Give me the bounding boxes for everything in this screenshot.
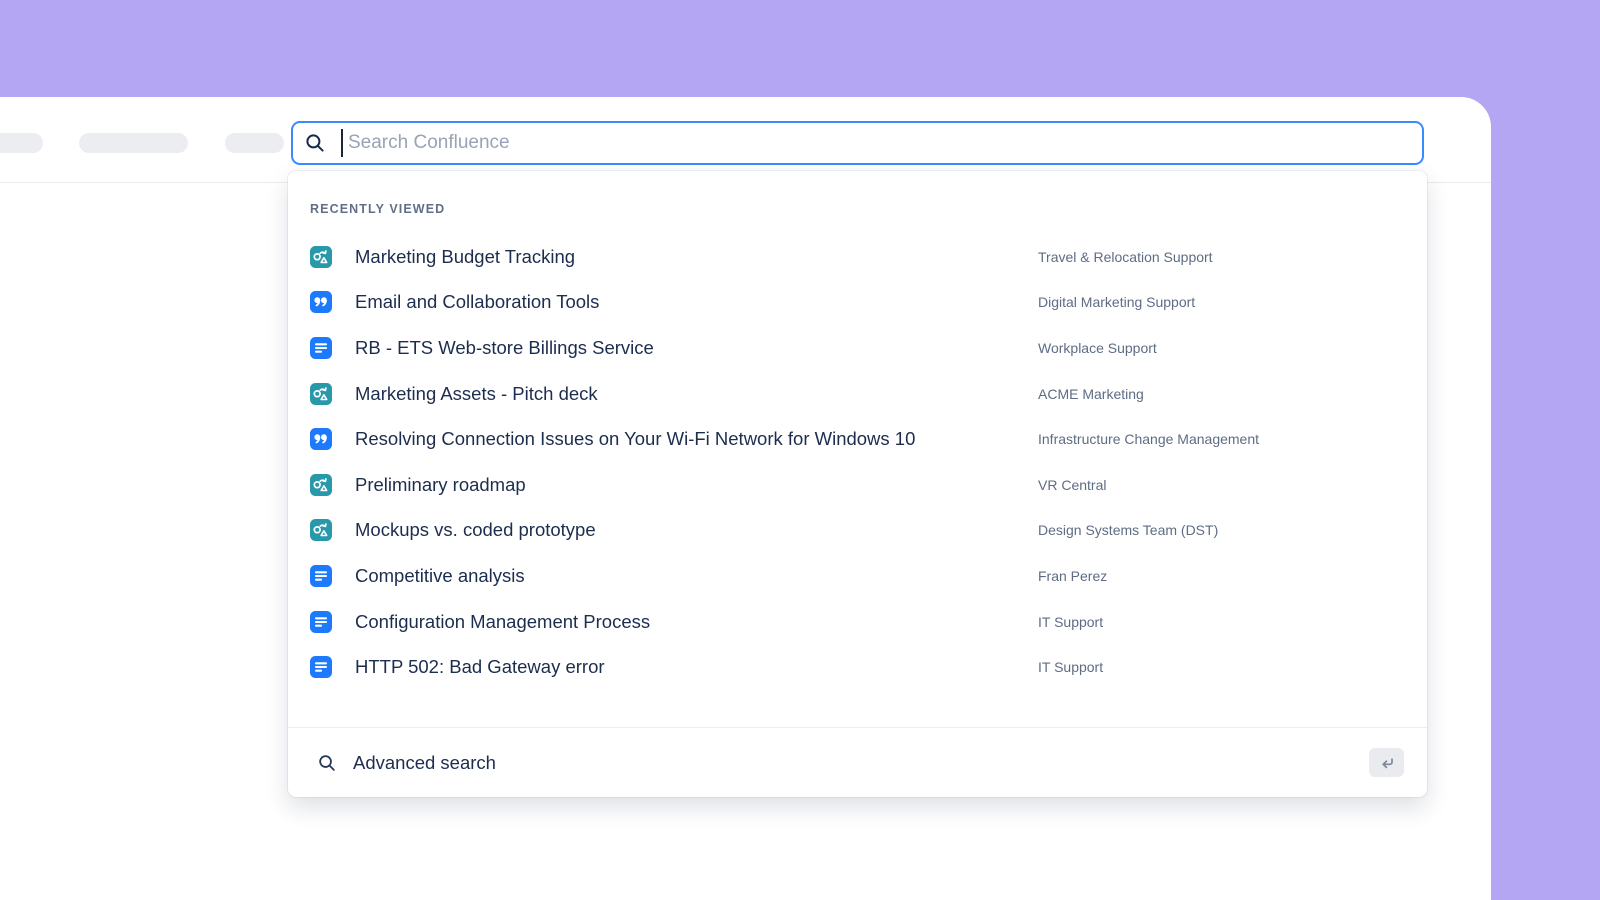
search-result-item[interactable]: Configuration Management Process IT Supp…: [288, 599, 1427, 645]
result-title: Marketing Assets - Pitch deck: [355, 382, 598, 404]
whiteboard-icon: [310, 246, 332, 268]
result-title: RB - ETS Web-store Billings Service: [355, 336, 654, 358]
blog-post-icon: [310, 428, 332, 450]
search-result-item[interactable]: HTTP 502: Bad Gateway error IT Support: [288, 644, 1427, 690]
nav-skeleton-pill: [0, 133, 43, 153]
result-title: Mockups vs. coded prototype: [355, 519, 596, 541]
search-input[interactable]: [346, 131, 1422, 155]
result-space: Design Systems Team (DST): [1038, 522, 1219, 539]
search-result-item[interactable]: Resolving Connection Issues on Your Wi-F…: [288, 416, 1427, 462]
page-icon: [310, 565, 332, 587]
blog-post-icon: [310, 291, 332, 313]
advanced-search-label: Advanced search: [353, 751, 496, 773]
search-result-item[interactable]: Marketing Budget Tracking Travel & Reloc…: [288, 234, 1427, 280]
search-result-item[interactable]: Competitive analysis Fran Perez: [288, 553, 1427, 599]
app-window: RECENTLY VIEWED Marketing Budget Trackin…: [0, 97, 1491, 900]
result-title: HTTP 502: Bad Gateway error: [355, 656, 605, 678]
result-space: VR Central: [1038, 476, 1107, 493]
search-result-item[interactable]: Marketing Assets - Pitch deck ACME Marke…: [288, 371, 1427, 417]
result-space: Fran Perez: [1038, 567, 1108, 584]
result-title: Preliminary roadmap: [355, 473, 526, 495]
result-space: Digital Marketing Support: [1038, 294, 1196, 311]
nav-skeleton-pill: [79, 133, 188, 153]
page-icon: [310, 611, 332, 633]
result-space: Infrastructure Change Management: [1038, 431, 1260, 448]
result-space: IT Support: [1038, 659, 1104, 676]
page-icon: [310, 656, 332, 678]
page-icon: [310, 337, 332, 359]
search-result-item[interactable]: RB - ETS Web-store Billings Service Work…: [288, 325, 1427, 371]
nav-skeleton-pill: [225, 133, 284, 153]
search-bar[interactable]: [291, 121, 1424, 165]
text-cursor: [341, 129, 343, 157]
recently-viewed-heading: RECENTLY VIEWED: [310, 202, 446, 216]
recently-viewed-list: Marketing Budget Tracking Travel & Reloc…: [288, 234, 1427, 690]
whiteboard-icon: [310, 519, 332, 541]
result-space: Workplace Support: [1038, 339, 1157, 356]
search-icon: [305, 133, 325, 153]
search-icon: [318, 754, 336, 772]
result-title: Resolving Connection Issues on Your Wi-F…: [355, 428, 916, 450]
result-space: IT Support: [1038, 613, 1104, 630]
result-space: ACME Marketing: [1038, 385, 1144, 402]
return-key-icon: [1381, 757, 1393, 768]
whiteboard-icon: [310, 474, 332, 496]
result-title: Marketing Budget Tracking: [355, 245, 576, 267]
search-dropdown-panel: RECENTLY VIEWED Marketing Budget Trackin…: [288, 171, 1427, 797]
search-result-item[interactable]: Email and Collaboration Tools Digital Ma…: [288, 280, 1427, 326]
advanced-search-row[interactable]: Advanced search: [288, 727, 1427, 797]
return-key-button[interactable]: [1369, 748, 1404, 777]
result-title: Configuration Management Process: [355, 610, 651, 632]
search-result-item[interactable]: Mockups vs. coded prototype Design Syste…: [288, 508, 1427, 554]
whiteboard-icon: [310, 383, 332, 405]
result-title: Email and Collaboration Tools: [355, 291, 600, 313]
result-space: Travel & Relocation Support: [1038, 248, 1213, 265]
result-title: Competitive analysis: [355, 564, 525, 586]
search-result-item[interactable]: Preliminary roadmap VR Central: [288, 462, 1427, 508]
